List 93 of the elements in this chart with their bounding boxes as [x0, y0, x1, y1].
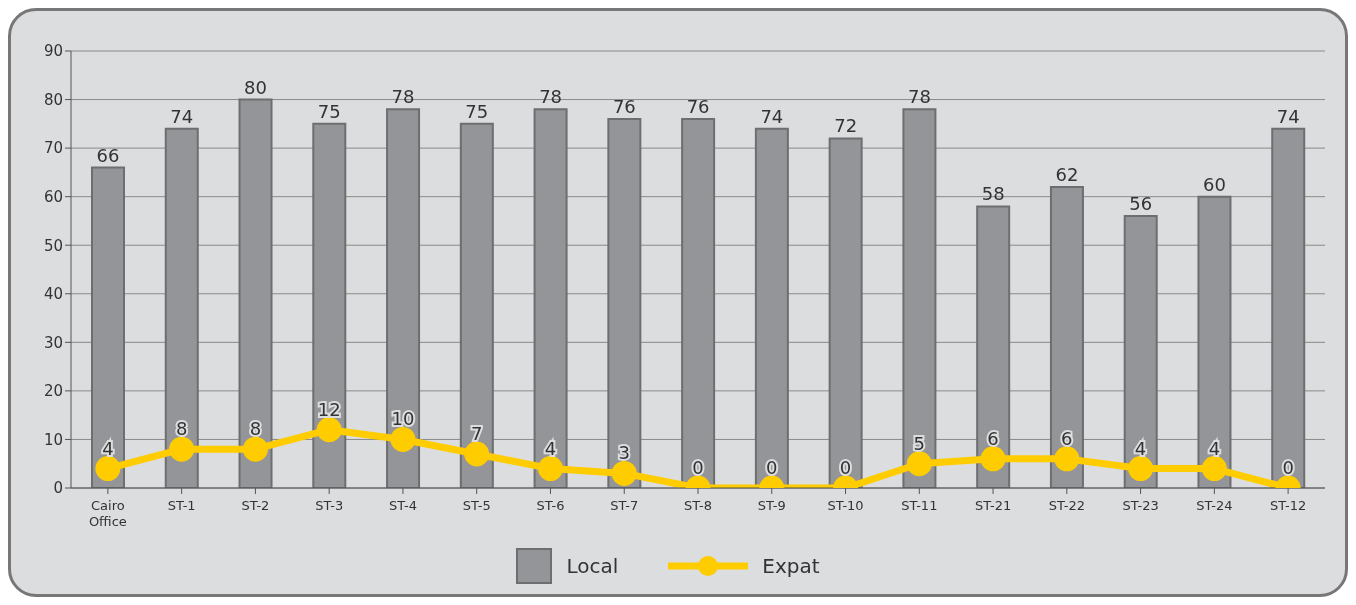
point: [95, 456, 121, 482]
x-tick-label: ST-10: [827, 498, 864, 513]
point: [1054, 446, 1080, 472]
bar: [312, 122, 347, 488]
data-label: 78: [391, 86, 415, 108]
y-tick-label: 90: [43, 42, 63, 61]
bar: [681, 117, 716, 488]
bar: [976, 205, 1011, 488]
bar: [1271, 127, 1306, 488]
bar: [828, 137, 863, 488]
x-tick-label: ST-22: [1048, 498, 1085, 513]
data-label: 74: [760, 105, 784, 127]
bar: [164, 127, 199, 488]
x-tick-label: ST-24: [1196, 498, 1233, 513]
data-label: 76: [612, 95, 636, 117]
data-label: 12: [317, 398, 341, 420]
data-label: 6: [1061, 427, 1073, 449]
bar: [754, 127, 789, 488]
y-tick-label: 50: [43, 236, 63, 255]
point: [611, 460, 637, 486]
point: [537, 456, 563, 482]
data-label: 75: [465, 100, 489, 122]
y-tick-label: 80: [43, 90, 63, 109]
y-tick-label: 0: [53, 479, 63, 498]
data-label: 3: [618, 442, 630, 464]
bar: [459, 122, 494, 488]
data-label: 0: [839, 457, 852, 478]
x-tick-label: ST-8: [684, 498, 712, 513]
x-tick-label: ST-11: [901, 498, 938, 513]
y-tick-label: 60: [43, 187, 63, 206]
bar: [607, 117, 642, 488]
point: [906, 451, 932, 477]
data-label: 0: [1282, 457, 1294, 478]
y-tick-label: 70: [43, 139, 63, 158]
legend-label: Local: [566, 554, 619, 578]
data-label: 66: [96, 144, 120, 166]
bar: [238, 98, 273, 488]
data-label: 8: [249, 418, 262, 440]
point: [242, 436, 268, 462]
x-tick-label: ST-9: [757, 498, 786, 513]
data-label: 75: [317, 100, 341, 122]
bar: [902, 108, 937, 488]
data-label: 60: [1203, 173, 1226, 195]
data-label: 7: [470, 423, 483, 445]
x-tick-label: ST-6: [536, 498, 565, 513]
data-label: 4: [102, 437, 114, 459]
y-tick-label: 20: [43, 382, 63, 401]
bar: [1123, 215, 1158, 488]
data-label: 74: [1276, 105, 1300, 127]
point: [1201, 456, 1227, 482]
point: [980, 446, 1006, 472]
bar: [1197, 195, 1232, 488]
x-tick-label: ST-21: [974, 498, 1012, 513]
x-tick-label: ST-1: [167, 498, 196, 513]
point: [316, 417, 342, 443]
x-tick-label: Cairo Office: [88, 498, 127, 529]
data-label: 62: [1055, 163, 1079, 185]
bar: [1049, 185, 1084, 488]
data-label: 80: [244, 76, 267, 98]
bar: [386, 108, 421, 488]
data-label: 4: [544, 437, 557, 459]
point: [169, 436, 195, 462]
x-tick-label: ST-7: [610, 498, 639, 513]
y-tick-label: 10: [43, 430, 63, 449]
point: [390, 426, 416, 452]
data-label: 76: [686, 95, 710, 117]
x-tick-label: ST-4: [388, 498, 417, 513]
point: [1128, 456, 1154, 482]
data-label: 8: [175, 418, 188, 440]
bar: [91, 166, 125, 488]
data-label: 78: [907, 86, 931, 108]
data-label: 10: [391, 408, 415, 430]
data-label: 74: [170, 105, 194, 127]
x-tick-label: ST-12: [1270, 498, 1307, 513]
data-label: 0: [692, 457, 704, 478]
data-label: 78: [539, 86, 563, 108]
data-label: 72: [834, 115, 858, 137]
data-label: 5: [913, 432, 926, 454]
legend-label: Expat: [762, 554, 820, 578]
point: [464, 441, 490, 467]
data-label: 0: [766, 457, 778, 478]
data-label: 56: [1129, 193, 1153, 215]
data-label: 6: [987, 427, 999, 449]
data-label: 4: [1134, 437, 1147, 459]
data-label: 4: [1208, 437, 1221, 459]
y-tick-label: 30: [43, 333, 63, 352]
data-label: 58: [981, 183, 1005, 205]
x-tick-label: ST-5: [462, 498, 491, 513]
y-tick-label: 40: [43, 285, 63, 304]
x-tick-label: ST-23: [1122, 498, 1159, 513]
x-tick-label: ST-3: [315, 498, 344, 513]
bar: [533, 108, 568, 488]
x-tick-label: ST-2: [241, 498, 270, 513]
